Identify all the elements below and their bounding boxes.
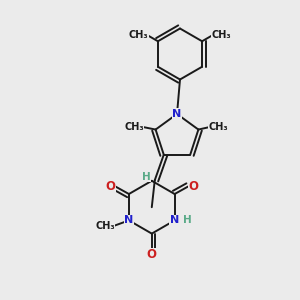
Text: O: O [188,180,199,193]
Text: H: H [183,215,192,225]
Text: CH₃: CH₃ [209,122,228,131]
Text: CH₃: CH₃ [212,29,231,40]
Text: CH₃: CH₃ [124,122,144,131]
Text: N: N [170,215,179,225]
Text: H: H [142,172,151,182]
Text: CH₃: CH₃ [129,29,148,40]
Text: CH₃: CH₃ [95,221,115,231]
Text: O: O [105,180,115,193]
Text: O: O [147,248,157,261]
Text: N: N [124,215,134,225]
Text: N: N [172,109,182,119]
